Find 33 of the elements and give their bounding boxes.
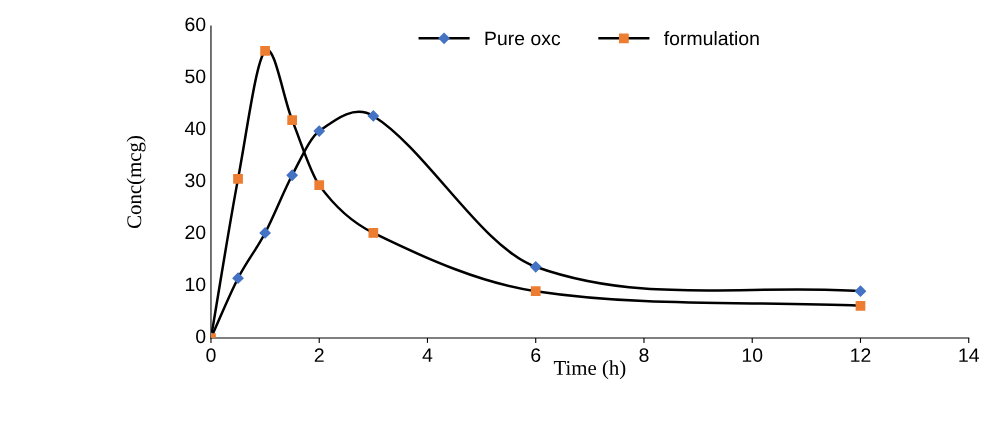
y-axis-title: Conc(mcg) [126,136,146,228]
x-tick-label: 8 [639,348,649,363]
y-tick-label: 10 [185,277,206,292]
legend-label: Pure oxc [485,31,561,46]
x-tick-label: 14 [959,348,979,362]
y-tick-label: 30 [185,173,206,188]
point [287,115,298,125]
point [367,110,379,122]
point [368,228,379,238]
x-tick-label: 0 [206,348,216,363]
point [530,286,541,297]
point [855,300,866,311]
point [232,272,244,284]
y-tick-label: 0 [196,329,206,344]
point [260,46,270,56]
legend-label: formulation [664,31,759,46]
point [233,174,243,184]
y-tick-label: 60 [185,17,206,32]
point [286,169,298,181]
x-tick-label: 4 [422,348,433,362]
point [314,180,325,190]
y-tick-label: 20 [185,225,206,240]
x-tick-label: 10 [742,348,763,363]
y-tick-label: 40 [184,121,206,136]
point [530,261,542,273]
x-tick-label: 6 [531,348,541,363]
y-tick-label: 50 [185,69,206,84]
point [854,285,867,297]
x-tick-label: 12 [851,348,871,362]
point [259,227,271,239]
x-tick-label: 2 [314,348,324,362]
x-axis-title: Time (h) [553,360,626,380]
point [313,125,325,137]
